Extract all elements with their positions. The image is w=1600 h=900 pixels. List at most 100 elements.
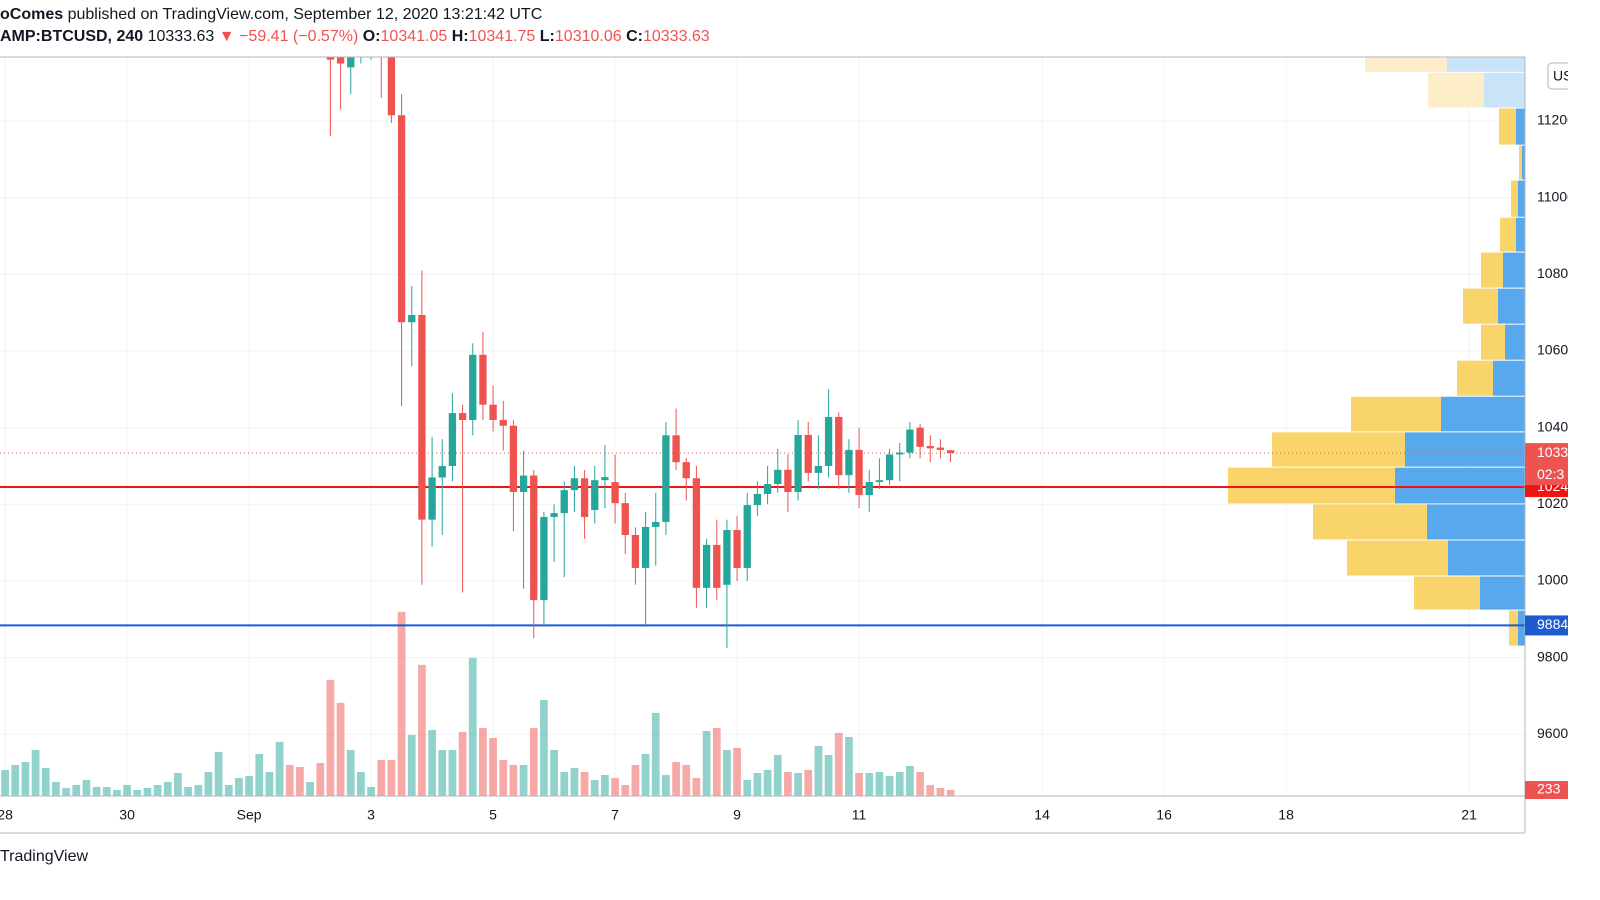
volume-bar <box>753 772 762 796</box>
header: oComes published on TradingView.com, Sep… <box>0 4 710 48</box>
volume-bar <box>275 741 284 796</box>
volume-bar <box>92 786 101 796</box>
volume-bar <box>468 657 477 796</box>
volume-bar <box>326 679 335 796</box>
l: 10310.06 <box>554 28 622 45</box>
volume-bar <box>255 753 264 796</box>
profile-up <box>1481 252 1503 288</box>
candle-body <box>387 57 396 116</box>
button-box[interactable] <box>1547 62 1582 90</box>
x-tick-label: 11 <box>852 807 867 823</box>
level-box <box>1525 615 1568 636</box>
volume-bar <box>682 764 691 796</box>
volume-bar <box>895 771 904 796</box>
candle-body <box>641 526 650 568</box>
candle-body <box>326 57 335 60</box>
price-axis: 9600 9800 10000 10200 10400 10600 10800 11000 11… <box>0 112 1576 823</box>
candle-body <box>519 475 528 493</box>
candle-body <box>662 435 670 522</box>
candle-body <box>652 521 660 527</box>
volume-bar <box>651 712 660 796</box>
volume-bar <box>285 764 294 796</box>
profile-down <box>1480 576 1525 610</box>
l-label: L: <box>539 28 555 45</box>
profile-down <box>1518 180 1525 217</box>
volume-bar <box>672 761 680 796</box>
y-tick-label: 9800 <box>1537 648 1568 664</box>
volume-bar <box>265 771 274 796</box>
volume-bar <box>834 732 843 796</box>
volume-bar <box>814 745 823 796</box>
candle-body <box>702 544 711 588</box>
volume-bar <box>692 777 701 796</box>
profile-up <box>1481 324 1505 360</box>
volume-bar <box>601 774 609 796</box>
candle-body <box>458 413 467 420</box>
volume-bar <box>845 736 853 796</box>
x-tick-label: 21 <box>1461 807 1477 823</box>
y-tick-label: 10800 <box>1537 265 1576 281</box>
volume-bar <box>784 771 792 796</box>
x-tick-label: 16 <box>1156 807 1172 823</box>
button-label[interactable]: US <box>1553 68 1572 84</box>
y-tick-label: 10400 <box>1537 418 1576 434</box>
profile-up <box>1499 108 1516 145</box>
x-tick-label: 30 <box>119 807 135 823</box>
volume-bar <box>509 764 518 796</box>
candle-body <box>794 434 802 493</box>
volume-bar <box>377 759 386 796</box>
volume-bar <box>499 759 508 796</box>
volume-bar <box>194 784 203 796</box>
candle-body <box>875 480 884 483</box>
c-label: C: <box>626 28 643 45</box>
profile-up <box>1509 610 1518 646</box>
volume-bar <box>489 737 497 796</box>
c: 10333.63 <box>642 28 710 45</box>
volume-profile <box>1228 57 1525 646</box>
volume-bar <box>357 771 365 796</box>
profile-down <box>1447 57 1525 72</box>
volume-bar <box>72 784 81 796</box>
candle-body <box>489 404 497 420</box>
volume-bar <box>245 775 253 796</box>
profile-up <box>1457 360 1493 396</box>
currency-button[interactable]: US <box>1547 62 1582 90</box>
candle-body <box>540 516 548 601</box>
volume-bar <box>31 749 40 796</box>
volume-bar <box>733 747 741 796</box>
volume-bar <box>550 749 558 796</box>
profile-up <box>1519 145 1522 180</box>
volume-bar <box>560 771 569 796</box>
x-tick-label: 3 <box>367 807 375 823</box>
h: 10341.75 <box>468 28 536 45</box>
candle-body <box>357 46 364 48</box>
candle-body <box>865 482 873 496</box>
profile-down <box>1441 396 1525 432</box>
symbol: AMP:BTCUSD, 240 <box>0 28 144 45</box>
volume-bar <box>794 772 802 796</box>
volume-bar <box>540 699 548 796</box>
o: 10341.05 <box>380 28 448 45</box>
volume-bar <box>367 786 375 796</box>
volume-bar <box>296 766 304 796</box>
profile-up <box>1511 180 1518 217</box>
volume-bar <box>875 771 884 796</box>
candle-body <box>916 427 924 447</box>
candle-body <box>804 434 812 473</box>
candle-body <box>814 465 823 473</box>
volume-bar <box>123 784 131 796</box>
candle-body <box>753 493 762 506</box>
y-tick-label: 11000 <box>1537 188 1575 204</box>
profile-up <box>1351 396 1441 432</box>
ohlc-line: AMP:BTCUSD, 240 10333.63 ▼ −59.41 (−0.57… <box>0 26 710 48</box>
volume-pane <box>1 611 955 796</box>
volume-bar <box>763 769 772 796</box>
volume-bar <box>611 777 619 796</box>
countdown: 02:3 <box>1537 466 1564 482</box>
volume-bar <box>235 777 243 796</box>
candle-body <box>774 469 782 484</box>
volume-bar <box>1 769 9 796</box>
candle-body <box>621 503 629 535</box>
volume-bar <box>102 786 111 796</box>
volume-bar <box>743 779 752 796</box>
